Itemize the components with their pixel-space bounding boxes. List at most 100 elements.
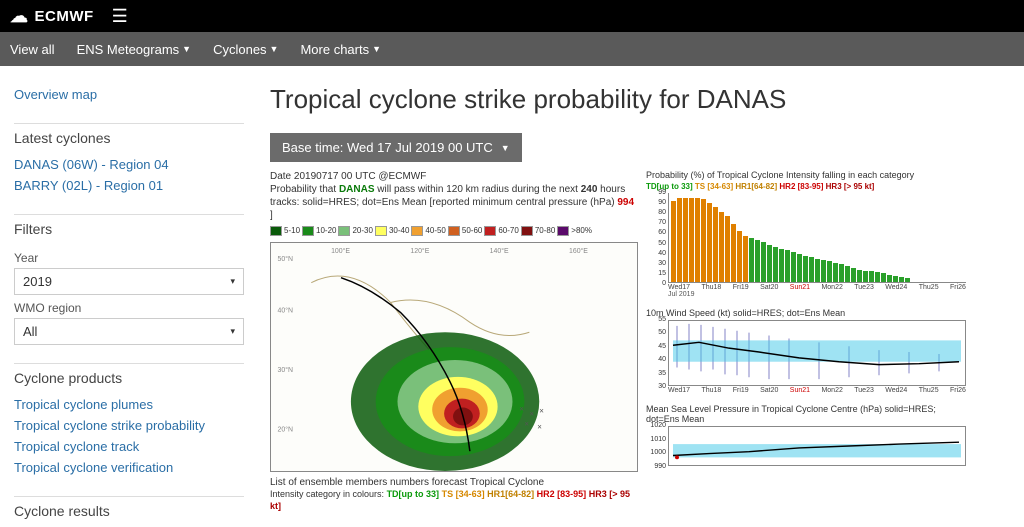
svg-text:×: × [537, 423, 542, 432]
sidebar-product-plumes[interactable]: Tropical cyclone plumes [14, 394, 244, 415]
wind-speed-chart: 10m Wind Speed (kt) solid=HRES; dot=Ens … [646, 308, 966, 394]
map-panel: Date 20190717 00 UTC @ECMWF Probability … [270, 170, 638, 513]
bar [683, 198, 688, 282]
year-label: Year [14, 251, 244, 265]
x-axis-labels: Wed17Thu18Fri19Sat20Sun21Mon22Tue23Wed24… [668, 387, 966, 394]
bar [803, 256, 808, 282]
svg-text:160°E: 160°E [569, 247, 588, 255]
bar [881, 273, 886, 282]
legend-swatch: 10-20 [302, 226, 336, 236]
sidebar-cyclone-danas[interactable]: DANAS (06W) - Region 04 [14, 154, 244, 175]
bar [845, 266, 850, 282]
line-chart-body [668, 426, 966, 466]
bar [839, 264, 844, 282]
bar [875, 272, 880, 282]
bar [743, 236, 748, 282]
svg-text:×: × [529, 410, 534, 419]
chevron-down-icon: ▼ [270, 44, 279, 54]
bar [689, 198, 694, 282]
charts-container: Date 20190717 00 UTC @ECMWF Probability … [270, 170, 1024, 513]
nav-more-charts[interactable]: More charts▼ [300, 42, 381, 57]
sidebar-heading-latest: Latest cyclones [14, 123, 244, 154]
sidebar-overview-map[interactable]: Overview map [14, 84, 244, 105]
map-legend: 5-1010-2020-3030-4040-5050-6060-7070-80>… [270, 226, 638, 236]
bar [713, 207, 718, 282]
bar [863, 271, 868, 282]
svg-text:50°N: 50°N [278, 255, 293, 263]
legend-swatch: 5-10 [270, 226, 300, 236]
year-select[interactable]: 2019 ▾ [14, 268, 244, 295]
legend-swatch: >80% [557, 226, 592, 236]
bar [905, 278, 910, 282]
line-chart-body [668, 320, 966, 386]
bar [749, 238, 754, 282]
sidebar-heading-products: Cyclone products [14, 363, 244, 394]
bar [893, 276, 898, 282]
chevron-down-icon: ▼ [501, 143, 510, 153]
sidebar-product-verification[interactable]: Tropical cyclone verification [14, 457, 244, 478]
svg-text:×: × [519, 405, 524, 414]
legend-swatch: 70-80 [521, 226, 555, 236]
legend-swatch: 60-70 [484, 226, 518, 236]
logo[interactable]: ☁ ECMWF [10, 6, 94, 27]
chevron-down-icon: ▾ [230, 326, 235, 337]
nav-ens-meteograms[interactable]: ENS Meteograms▼ [77, 42, 192, 57]
bar [851, 268, 856, 282]
bar [773, 247, 778, 282]
strike-probability-map: 50°N 40°N 30°N 20°N 100°E 120°E 140°E 160°E [270, 242, 638, 472]
nav-cyclones[interactable]: Cyclones▼ [213, 42, 278, 57]
bar [731, 224, 736, 282]
bar [785, 250, 790, 282]
bar [791, 252, 796, 282]
pressure-chart: Mean Sea Level Pressure in Tropical Cycl… [646, 404, 966, 466]
sidebar-product-track[interactable]: Tropical cyclone track [14, 436, 244, 457]
bar [719, 212, 724, 282]
bar [755, 240, 760, 282]
hamburger-icon[interactable]: ☰ [112, 6, 128, 27]
bar [725, 216, 730, 282]
legend-swatch: 20-30 [338, 226, 372, 236]
svg-text:×: × [524, 420, 529, 429]
base-time-button[interactable]: Base time: Wed 17 Jul 2019 00 UTC ▼ [270, 133, 522, 162]
topbar: ☁ ECMWF ☰ [0, 0, 1024, 32]
region-select[interactable]: All ▾ [14, 318, 244, 345]
brand-text: ECMWF [35, 8, 94, 25]
sidebar: Overview map Latest cyclones DANAS (06W)… [14, 84, 244, 527]
chevron-down-icon: ▾ [230, 276, 235, 287]
svg-text:120°E: 120°E [410, 247, 429, 255]
bar [833, 263, 838, 282]
legend-swatch: 30-40 [375, 226, 409, 236]
bar [767, 245, 772, 282]
svg-text:20°N: 20°N [278, 426, 293, 434]
legend-swatch: 40-50 [411, 226, 445, 236]
bar [701, 199, 706, 282]
map-svg: 50°N 40°N 30°N 20°N 100°E 120°E 140°E 160°E [271, 243, 637, 471]
ensemble-legend: Intensity category in colours: TD[up to … [270, 489, 638, 512]
sidebar-cyclone-barry[interactable]: BARRY (02L) - Region 01 [14, 175, 244, 196]
bar [857, 270, 862, 282]
prob-line: Probability that DANAS will pass within … [270, 183, 638, 196]
navbar: View all ENS Meteograms▼ Cyclones▼ More … [0, 32, 1024, 66]
main: Overview map Latest cyclones DANAS (06W)… [0, 66, 1024, 527]
nav-view-all[interactable]: View all [10, 42, 55, 57]
ensemble-list: List of ensemble members numbers forecas… [270, 476, 638, 512]
svg-text:30°N: 30°N [278, 366, 293, 374]
bar [815, 259, 820, 282]
x-axis-labels: Wed17Thu18Fri19Sat20Sun21Mon22Tue23Wed24… [668, 284, 966, 291]
bar [887, 275, 892, 282]
region-label: WMO region [14, 301, 244, 315]
svg-text:100°E: 100°E [331, 247, 350, 255]
content: Tropical cyclone strike probability for … [270, 84, 1024, 527]
bar [827, 261, 832, 282]
tracks-line: tracks: solid=HRES; dot=Ens Mean [report… [270, 196, 638, 222]
bar [707, 203, 712, 282]
svg-text:40°N: 40°N [278, 307, 293, 315]
sidebar-heading-filters: Filters [14, 214, 244, 245]
intensity-probability-chart: Probability (%) of Tropical Cyclone Inte… [646, 170, 966, 298]
sidebar-product-strike[interactable]: Tropical cyclone strike probability [14, 415, 244, 436]
bar [797, 254, 802, 282]
bar [869, 271, 874, 282]
y-axis-ticks: 102010101000990 [646, 422, 666, 470]
svg-text:140°E: 140°E [490, 247, 509, 255]
logo-icon: ☁ [10, 6, 29, 27]
